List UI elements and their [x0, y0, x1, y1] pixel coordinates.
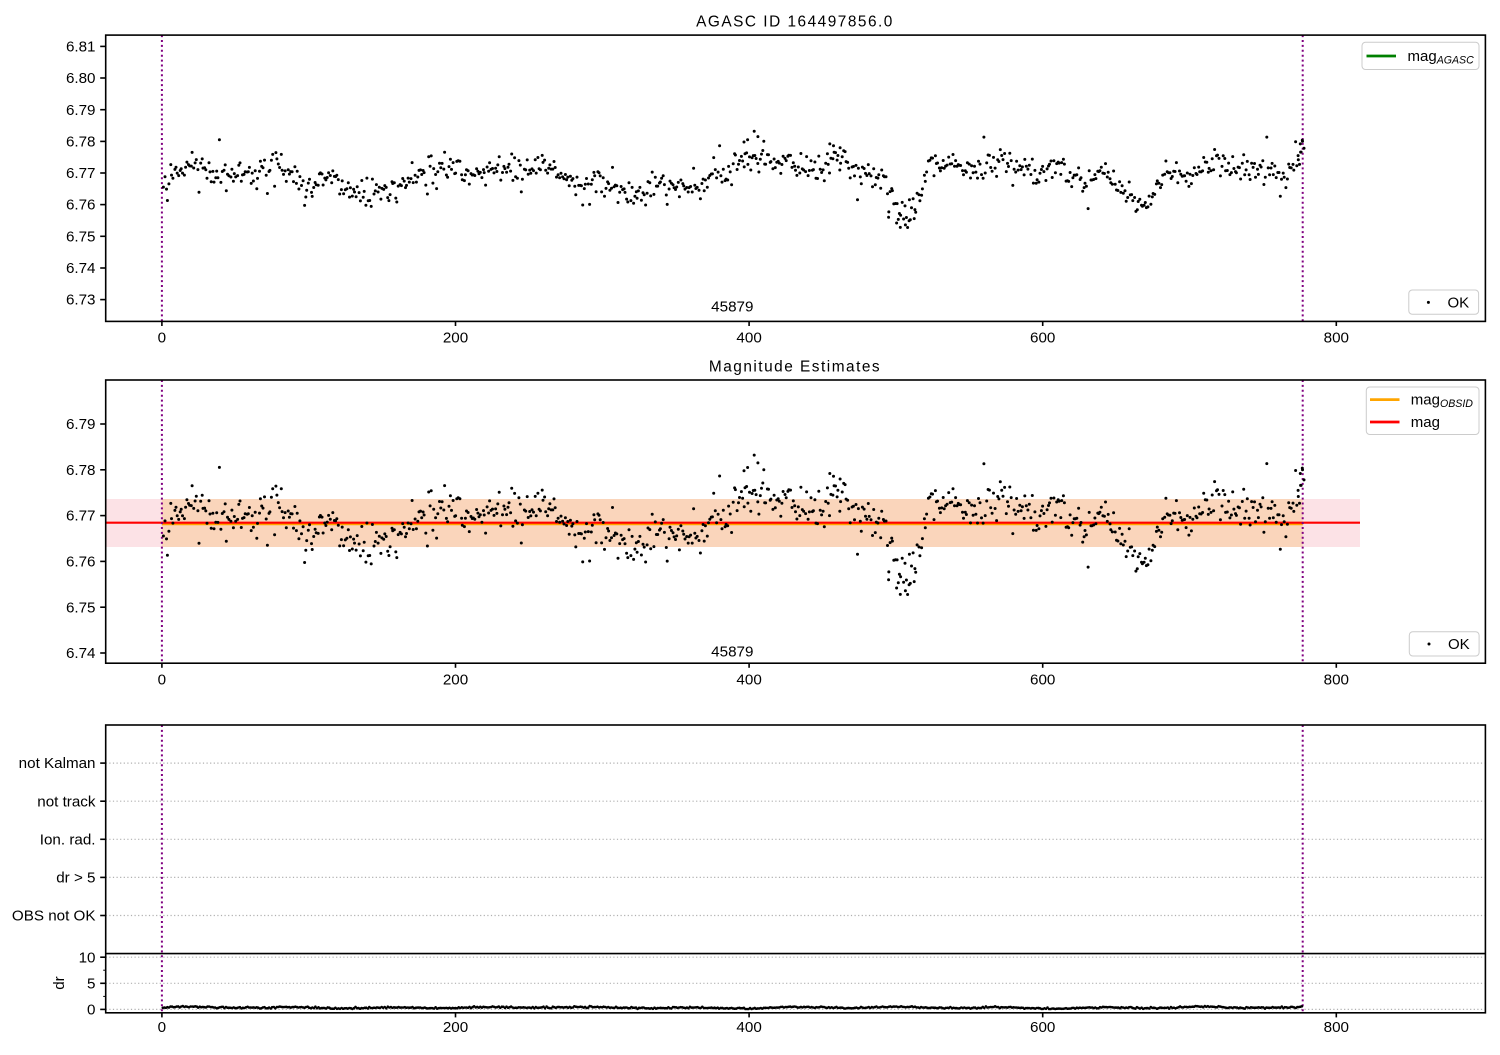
svg-text:not track: not track: [37, 793, 96, 810]
svg-text:200: 200: [443, 671, 468, 688]
svg-text:6.74: 6.74: [66, 645, 96, 662]
svg-text:mag: mag: [1411, 414, 1440, 431]
svg-text:45879: 45879: [711, 299, 753, 316]
svg-text:dr > 5: dr > 5: [56, 870, 95, 887]
svg-text:OK: OK: [1448, 294, 1470, 311]
svg-text:600: 600: [1030, 671, 1055, 688]
svg-text:6.75: 6.75: [66, 599, 96, 616]
svg-text:0: 0: [158, 671, 166, 688]
svg-text:not Kalman: not Kalman: [19, 755, 96, 772]
svg-text:6.76: 6.76: [66, 554, 96, 571]
svg-text:0: 0: [158, 330, 166, 347]
svg-text:0: 0: [158, 1019, 166, 1036]
svg-text:Ion. rad.: Ion. rad.: [40, 831, 96, 848]
svg-text:10: 10: [79, 949, 96, 966]
svg-text:200: 200: [443, 330, 468, 347]
svg-text:6.78: 6.78: [66, 134, 96, 151]
svg-text:OBS not OK: OBS not OK: [12, 908, 96, 925]
svg-text:6.81: 6.81: [66, 39, 96, 56]
svg-text:6.79: 6.79: [66, 416, 96, 433]
svg-text:400: 400: [736, 671, 761, 688]
svg-text:6.74: 6.74: [66, 260, 96, 277]
svg-text:magOBSID: magOBSID: [1411, 391, 1474, 410]
svg-text:Magnitude Estimates: Magnitude Estimates: [709, 359, 881, 376]
svg-text:dr: dr: [51, 976, 68, 990]
svg-text:400: 400: [736, 1019, 761, 1036]
svg-text:800: 800: [1324, 671, 1349, 688]
svg-text:800: 800: [1324, 330, 1349, 347]
svg-text:6.78: 6.78: [66, 462, 96, 479]
svg-text:45879: 45879: [711, 643, 753, 660]
svg-text:400: 400: [736, 330, 761, 347]
svg-text:200: 200: [443, 1019, 468, 1036]
svg-text:6.79: 6.79: [66, 102, 96, 119]
svg-text:6.77: 6.77: [66, 165, 96, 182]
svg-text:6.77: 6.77: [66, 508, 96, 525]
svg-text:6.75: 6.75: [66, 228, 96, 245]
svg-text:800: 800: [1324, 1019, 1349, 1036]
svg-text:600: 600: [1030, 1019, 1055, 1036]
svg-text:6.80: 6.80: [66, 70, 96, 87]
svg-text:6.73: 6.73: [66, 292, 96, 309]
svg-text:0: 0: [87, 1002, 95, 1019]
svg-text:6.76: 6.76: [66, 197, 96, 214]
svg-text:AGASC ID 164497856.0: AGASC ID 164497856.0: [696, 14, 894, 31]
svg-text:OK: OK: [1448, 636, 1470, 653]
svg-text:5: 5: [87, 975, 95, 992]
svg-text:600: 600: [1030, 330, 1055, 347]
